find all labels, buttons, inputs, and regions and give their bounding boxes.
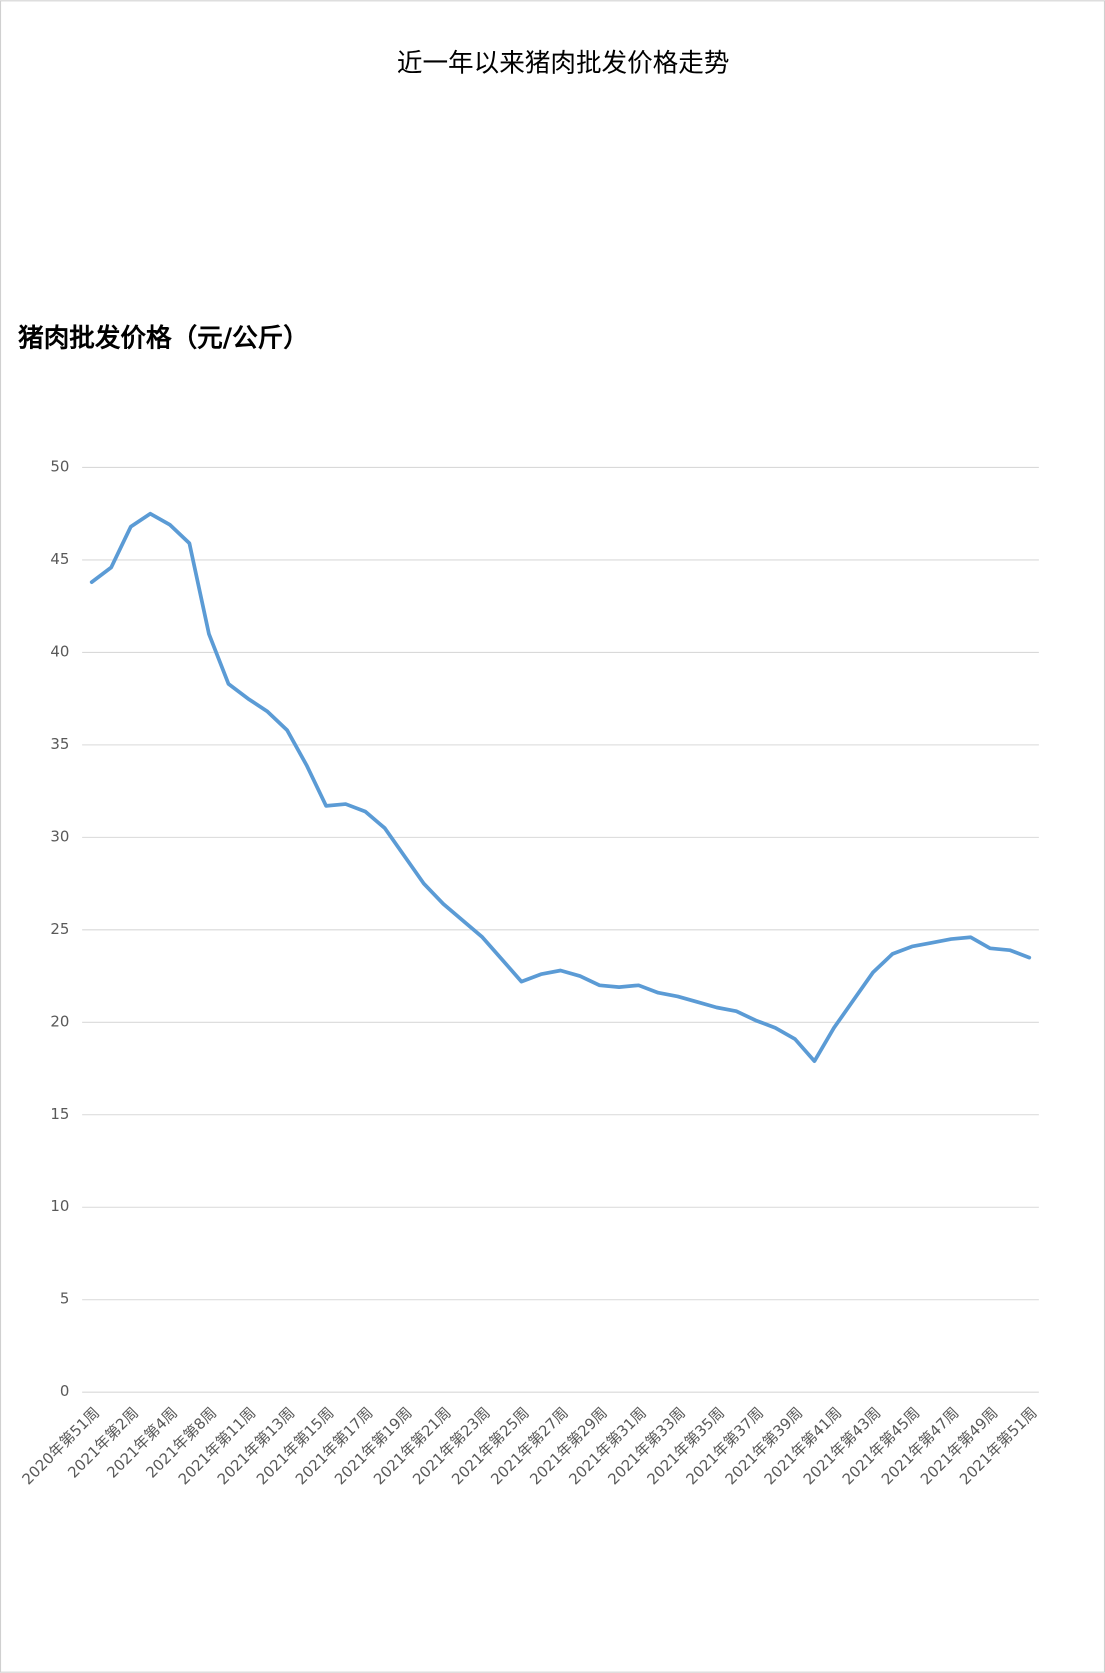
y-tick-label: 10 (50, 1197, 69, 1215)
y-axis-label: 猪肉批发价格（元/公斤） (18, 322, 309, 353)
line-series (89, 511, 1032, 1064)
chart-title: 近一年以来猪肉批发价格走势 (397, 48, 730, 78)
y-tick-label: 0 (60, 1382, 69, 1400)
y-tick-label: 15 (50, 1105, 69, 1123)
y-tick-label: 5 (60, 1290, 69, 1308)
y-tick-label: 20 (50, 1012, 69, 1030)
y-tick-label: 50 (50, 457, 69, 475)
y-tick-label: 30 (50, 827, 69, 845)
y-tick-label: 25 (50, 920, 69, 938)
y-tick-label: 40 (50, 642, 69, 660)
y-tick-label: 45 (50, 550, 69, 568)
y-tick-label: 35 (50, 735, 69, 753)
